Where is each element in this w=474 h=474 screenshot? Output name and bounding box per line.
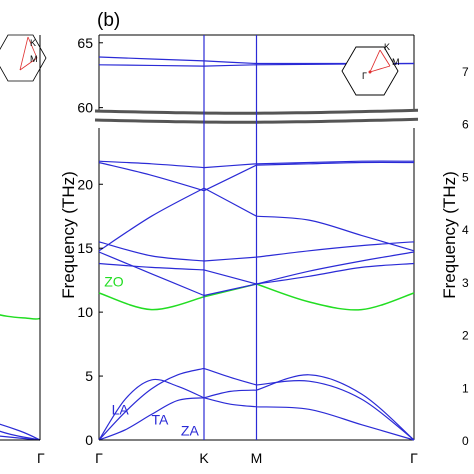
right-y-tick-label: 3	[462, 276, 469, 290]
lower-curves	[98, 160, 415, 441]
upper-axis-section	[98, 34, 415, 118]
y-tick-label: 10	[77, 304, 93, 320]
left-bz-line-gk	[19, 36, 29, 71]
right-panel: Frequency (THz) 0 1 2 3 4 5 6 7	[440, 65, 469, 448]
left-branch-1-curve	[0, 435, 41, 441]
branch-2-curve	[98, 367, 415, 441]
branch-7-curve	[98, 241, 415, 262]
left-bz-label-k: K	[30, 38, 36, 48]
left-bz-inset: K M	[0, 34, 47, 82]
high-symmetry-lines	[203, 35, 258, 440]
x-tick-label: K	[199, 450, 209, 466]
y-tick-label: 65	[77, 35, 93, 51]
bz-line-km	[379, 49, 391, 67]
branch-5-curve	[98, 262, 415, 285]
bz-line-mg	[369, 65, 391, 73]
right-y-tick-label: 4	[462, 223, 469, 237]
left-bz-hexagon	[0, 34, 47, 82]
left-branch-2-curve	[0, 423, 41, 441]
branch-label: ZA	[181, 423, 200, 439]
x-tick-label: M	[251, 450, 263, 466]
bz-label-k: K	[384, 42, 390, 52]
left-panel-curves	[0, 314, 41, 441]
left-panel: K M Γ	[0, 34, 47, 466]
right-y-tick-label: 0	[462, 434, 469, 448]
left-bz-line-km	[27, 36, 38, 59]
branch-labels: LA TA ZA ZO	[104, 274, 199, 439]
left-branch-4-curve	[0, 314, 41, 320]
right-y-tick-label: 5	[462, 170, 469, 184]
y-tick-label: 0	[85, 432, 93, 448]
right-y-tick-label: 2	[462, 329, 469, 343]
left-panel-k-label: Γ	[37, 450, 45, 466]
branch-label: TA	[152, 412, 170, 428]
upper-curves	[98, 56, 415, 67]
y-tick-label: 60	[77, 100, 93, 116]
branch-1-curve	[98, 397, 415, 441]
branch-3-curve	[98, 374, 415, 441]
bz-inset: K M Γ	[341, 42, 400, 96]
bz-label-gamma: Γ	[362, 71, 367, 81]
y-tick-label: 15	[77, 240, 93, 256]
right-panel-y-axis-title: Frequency (THz)	[440, 171, 459, 299]
left-bz-label-m: M	[30, 54, 38, 64]
branch-6-curve	[98, 251, 415, 297]
y-tick-labels: 0 5 10 15 20 60 65	[77, 35, 103, 448]
branch-10-curve	[98, 160, 415, 169]
branch-label: ZO	[104, 274, 124, 290]
x-tick-label: Γ	[95, 450, 103, 466]
left-branch-3-curve	[0, 430, 41, 441]
lower-axis-section	[98, 128, 415, 441]
branch-label: LA	[112, 401, 130, 417]
right-y-tick-label: 6	[462, 118, 469, 132]
y-tick-label: 20	[77, 176, 93, 192]
left-bz-line-mg	[19, 57, 38, 71]
bz-gamma-point	[368, 70, 372, 74]
bz-line-gk	[369, 49, 381, 73]
right-y-tick-label: 7	[462, 65, 469, 79]
branch-12-curve	[98, 62, 415, 67]
right-y-tick-label: 1	[462, 381, 469, 395]
y-tick-label: 5	[85, 368, 93, 384]
branch-9-curve	[98, 161, 415, 192]
x-tick-label: Γ	[410, 450, 418, 466]
right-panel-y-ticks: 0 1 2 3 4 5 6 7	[462, 65, 469, 448]
bz-label-m: M	[392, 57, 400, 67]
y-axis-title: Frequency (THz)	[59, 171, 78, 299]
panel-label: (b)	[97, 10, 120, 31]
